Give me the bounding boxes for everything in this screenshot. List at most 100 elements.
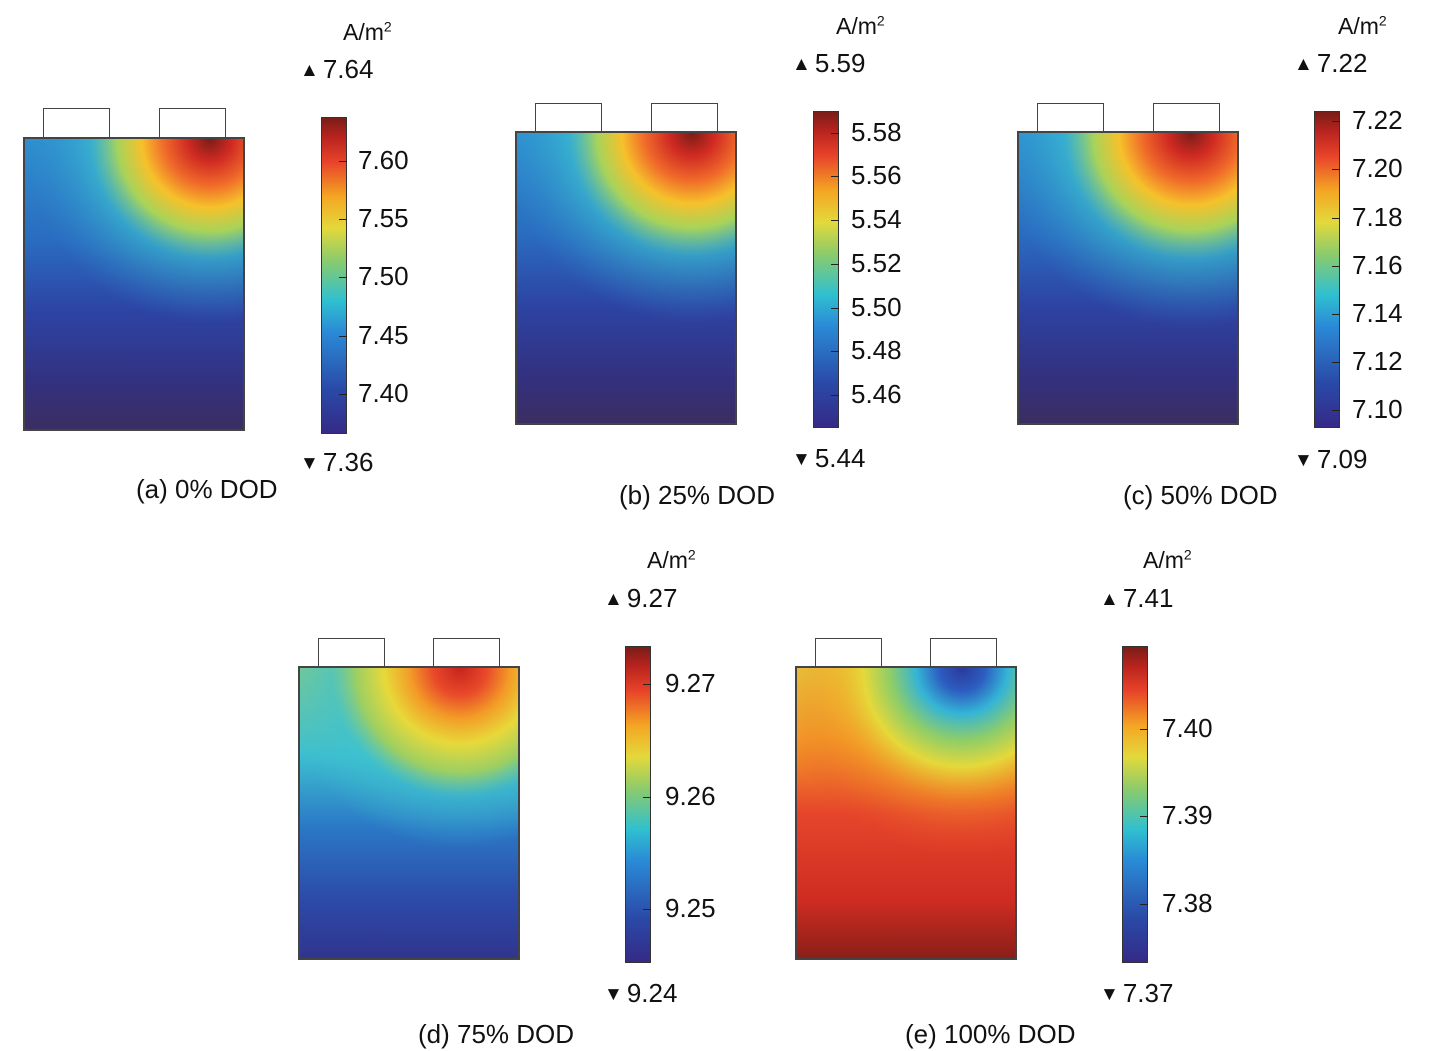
colorbar-tick [1140, 729, 1148, 730]
tick-a-3: 7.45 [358, 320, 409, 350]
caption-c: (c) 50% DOD [1123, 480, 1278, 510]
min-marker-e: ▼ 7.37 [1100, 978, 1174, 1008]
tick-c-1: 7.20 [1352, 153, 1403, 183]
unit-label-b: A/m2 [836, 12, 885, 39]
tick-b-5: 5.48 [851, 335, 902, 365]
colorbar-tick [1140, 904, 1148, 905]
tick-a-1: 7.55 [358, 203, 409, 233]
heatmap-c-hotspot [1019, 133, 1237, 423]
tick-c-3: 7.16 [1352, 250, 1403, 280]
colorbar-tick [831, 133, 839, 134]
tick-c-4: 7.14 [1352, 298, 1403, 328]
colorbar-tick [1332, 169, 1340, 170]
min-marker-c: ▼ 7.09 [1294, 444, 1368, 474]
caption-d: (d) 75% DOD [418, 1019, 575, 1049]
caption-a: (a) 0% DOD [136, 474, 278, 504]
tick-a-0: 7.60 [358, 145, 409, 175]
tab-right [930, 638, 997, 668]
colorbar-tick [339, 219, 347, 220]
colorbar-tick [643, 909, 651, 910]
colorbar-tick [831, 220, 839, 221]
colorbar-tick [1332, 121, 1340, 122]
unit-exponent: 2 [687, 546, 696, 562]
tab-right [1153, 103, 1220, 133]
tick-d-1: 9.26 [665, 781, 716, 811]
min-marker-a: ▼ 7.36 [300, 447, 374, 477]
heatmap-b [517, 133, 735, 423]
tick-c-0: 7.22 [1352, 105, 1403, 135]
tick-b-4: 5.50 [851, 292, 902, 322]
colorbar-a [321, 117, 347, 434]
tick-b-0: 5.58 [851, 117, 902, 147]
heatmap-a [25, 139, 243, 429]
colorbar-tick [831, 395, 839, 396]
heatmap-d-hotspot [300, 668, 518, 958]
tab-left [43, 108, 110, 138]
colorbar-tick [1332, 314, 1340, 315]
colorbar-tick [1332, 410, 1340, 411]
max-marker-a: ▲ 7.64 [300, 54, 374, 84]
colorbar-tick [339, 336, 347, 337]
colorbar-d [625, 646, 651, 963]
tab-right [159, 108, 226, 138]
tab-right [433, 638, 500, 668]
unit-label-d: A/m2 [647, 546, 696, 573]
tick-b-1: 5.56 [851, 160, 902, 190]
colorbar-tick [643, 797, 651, 798]
heatmap-b-hotspot [517, 133, 735, 423]
unit-exponent: 2 [876, 12, 885, 28]
heatmap-e-coldspot [797, 668, 1015, 958]
colorbar-b [813, 111, 839, 428]
unit-label-c: A/m2 [1338, 12, 1387, 39]
tick-e-1: 7.39 [1162, 800, 1213, 830]
up-triangle-icon: ▲ [792, 54, 811, 75]
up-triangle-icon: ▲ [1294, 54, 1313, 75]
down-triangle-icon: ▼ [1294, 450, 1313, 471]
cell-heatmap-b [515, 131, 737, 425]
tick-e-0: 7.40 [1162, 713, 1213, 743]
cell-heatmap-e [795, 666, 1017, 960]
tab-left [815, 638, 882, 668]
colorbar-tick [831, 264, 839, 265]
max-marker-d: ▲ 9.27 [604, 583, 678, 613]
up-triangle-icon: ▲ [1100, 589, 1119, 610]
heatmap-c [1019, 133, 1237, 423]
min-marker-b: ▼ 5.44 [792, 443, 866, 473]
down-triangle-icon: ▼ [792, 449, 811, 470]
up-triangle-icon: ▲ [604, 589, 623, 610]
down-triangle-icon: ▼ [300, 453, 319, 474]
tick-d-0: 9.27 [665, 668, 716, 698]
heatmap-a-hotspot [25, 139, 243, 429]
tick-b-2: 5.54 [851, 204, 902, 234]
down-triangle-icon: ▼ [1100, 984, 1119, 1005]
tick-b-3: 5.52 [851, 248, 902, 278]
cell-heatmap-a [23, 137, 245, 431]
max-marker-e: ▲ 7.41 [1100, 583, 1174, 613]
colorbar-tick [831, 308, 839, 309]
tab-left [318, 638, 385, 668]
caption-e: (e) 100% DOD [905, 1019, 1076, 1049]
unit-exponent: 2 [1378, 12, 1387, 28]
colorbar-tick [339, 161, 347, 162]
unit-exponent: 2 [1183, 546, 1192, 562]
heatmap-d [300, 668, 518, 958]
colorbar-tick [643, 684, 651, 685]
cell-heatmap-d [298, 666, 520, 960]
unit-label-a: A/m2 [343, 18, 392, 45]
tick-c-6: 7.10 [1352, 394, 1403, 424]
up-triangle-icon: ▲ [300, 60, 319, 81]
caption-b: (b) 25% DOD [619, 480, 776, 510]
colorbar-tick [1332, 218, 1340, 219]
unit-label-e: A/m2 [1143, 546, 1192, 573]
down-triangle-icon: ▼ [604, 984, 623, 1005]
colorbar-tick [831, 351, 839, 352]
colorbar-tick [1140, 816, 1148, 817]
tick-e-2: 7.38 [1162, 888, 1213, 918]
tab-left [1037, 103, 1104, 133]
unit-exponent: 2 [383, 18, 392, 34]
max-marker-b: ▲ 5.59 [792, 48, 866, 78]
tick-b-6: 5.46 [851, 379, 902, 409]
colorbar-tick [831, 176, 839, 177]
heatmap-e [797, 668, 1015, 958]
colorbar-tick [1332, 362, 1340, 363]
